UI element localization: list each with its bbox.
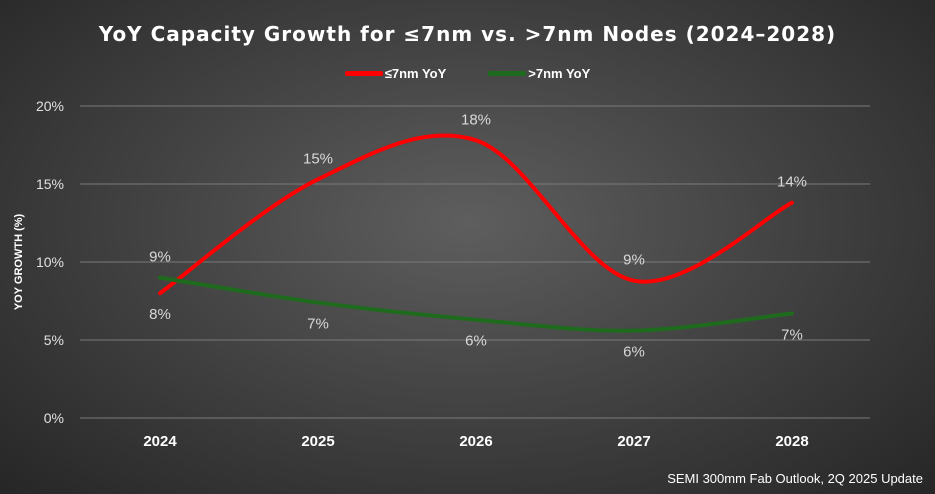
x-tick-label: 2028: [775, 433, 808, 450]
data-label: 9%: [623, 252, 645, 269]
source-note: SEMI 300mm Fab Outlook, 2Q 2025 Update: [667, 471, 923, 486]
x-tick-label: 2026: [459, 433, 492, 450]
legend-swatch-le7nm: [344, 71, 383, 76]
series-line-gt7nm: [158, 275, 794, 333]
data-label: 8%: [149, 306, 171, 323]
y-tick-label: 20%: [36, 98, 64, 114]
data-label: 14%: [777, 174, 807, 191]
chart-title: YoY Capacity Growth for ≤7nm vs. >7nm No…: [98, 22, 837, 46]
legend-swatch-gt7nm: [488, 71, 527, 76]
x-tick-label: 2025: [301, 433, 334, 450]
legend-item-le7nm: ≤7nm YoY: [344, 66, 447, 81]
legend: ≤7nm YoY >7nm YoY: [0, 66, 935, 81]
y-tick-label: 0%: [44, 410, 64, 426]
legend-item-gt7nm: >7nm YoY: [488, 66, 590, 81]
legend-label-le7nm: ≤7nm YoY: [384, 66, 447, 81]
y-axis-title: YOY GROWTH (%): [13, 213, 25, 310]
data-label: 6%: [623, 344, 645, 361]
series-line-le7nm: [158, 133, 794, 296]
y-tick-label: 5%: [44, 332, 64, 348]
data-label: 18%: [461, 111, 491, 128]
data-label: 15%: [303, 150, 333, 167]
data-label: 9%: [149, 249, 171, 266]
data-label: 7%: [307, 316, 329, 333]
legend-label-gt7nm: >7nm YoY: [528, 66, 591, 81]
y-tick-label: 15%: [36, 176, 64, 192]
data-label: 6%: [465, 333, 487, 350]
x-tick-label: 2027: [617, 433, 650, 450]
data-label: 7%: [781, 326, 803, 343]
x-tick-label: 2024: [143, 433, 177, 450]
y-tick-label: 10%: [36, 254, 64, 270]
